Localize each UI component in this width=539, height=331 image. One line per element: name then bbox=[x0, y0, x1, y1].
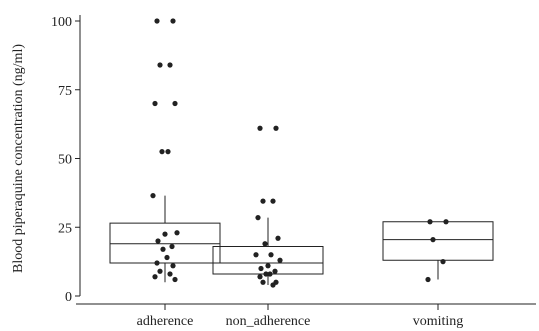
y-tick-label: 75 bbox=[58, 84, 72, 99]
data-point bbox=[440, 259, 446, 265]
data-point bbox=[260, 198, 266, 204]
iqr-box bbox=[382, 221, 494, 261]
x-axis: adherence non_adherence vomiting bbox=[76, 303, 536, 329]
data-point bbox=[160, 246, 166, 252]
y-tick-label: 100 bbox=[51, 15, 72, 30]
data-point bbox=[270, 198, 276, 204]
data-point bbox=[155, 238, 161, 244]
box-vomiting bbox=[382, 221, 494, 280]
data-point bbox=[257, 274, 263, 280]
data-point bbox=[157, 268, 163, 274]
data-point bbox=[273, 125, 279, 131]
data-point bbox=[277, 257, 283, 263]
data-point bbox=[167, 62, 173, 68]
points-non_adherence bbox=[253, 125, 283, 288]
data-point bbox=[154, 18, 160, 24]
data-point bbox=[152, 274, 158, 280]
data-point bbox=[167, 271, 173, 277]
data-point bbox=[260, 279, 266, 285]
data-point bbox=[268, 252, 274, 258]
y-tick-label: 0 bbox=[65, 290, 72, 305]
data-point bbox=[427, 219, 433, 225]
data-point bbox=[265, 263, 271, 269]
data-point bbox=[174, 230, 180, 236]
x-tick-label-vomiting: vomiting bbox=[413, 314, 464, 329]
data-point bbox=[255, 215, 261, 221]
y-axis: 0 25 50 75 100 bbox=[51, 15, 81, 305]
data-point bbox=[275, 235, 281, 241]
points-vomiting bbox=[425, 219, 449, 283]
data-point bbox=[267, 271, 273, 277]
plot-area bbox=[109, 18, 494, 288]
data-point bbox=[172, 100, 178, 107]
x-tick-label-non_adherence: non_adherence bbox=[226, 314, 311, 329]
data-point bbox=[169, 243, 175, 250]
data-point bbox=[159, 149, 165, 155]
data-point bbox=[258, 265, 264, 272]
points-adherence bbox=[150, 18, 180, 283]
data-point bbox=[152, 100, 158, 107]
iqr-box bbox=[109, 222, 221, 264]
data-point bbox=[263, 271, 269, 277]
data-point bbox=[162, 231, 168, 237]
data-point bbox=[262, 241, 268, 247]
data-point bbox=[154, 260, 160, 266]
data-point bbox=[164, 254, 170, 261]
data-point bbox=[425, 276, 431, 283]
data-point bbox=[170, 18, 176, 24]
data-point bbox=[270, 282, 276, 288]
y-axis-title: Blood piperaquine concentration (ng/ml) bbox=[11, 44, 26, 273]
data-point bbox=[253, 252, 259, 258]
data-point bbox=[443, 219, 449, 225]
data-point bbox=[165, 149, 171, 155]
box-adherence bbox=[109, 195, 221, 283]
data-point bbox=[257, 125, 263, 131]
data-point bbox=[172, 276, 178, 283]
data-point bbox=[170, 263, 176, 269]
x-tick-label-adherence: adherence bbox=[137, 314, 194, 329]
data-point bbox=[272, 268, 278, 274]
iqr-box bbox=[212, 246, 324, 275]
y-tick-label: 50 bbox=[58, 153, 72, 168]
y-tick-label: 25 bbox=[58, 221, 72, 236]
data-point bbox=[157, 62, 163, 68]
data-point bbox=[430, 237, 436, 243]
data-point bbox=[150, 193, 156, 199]
